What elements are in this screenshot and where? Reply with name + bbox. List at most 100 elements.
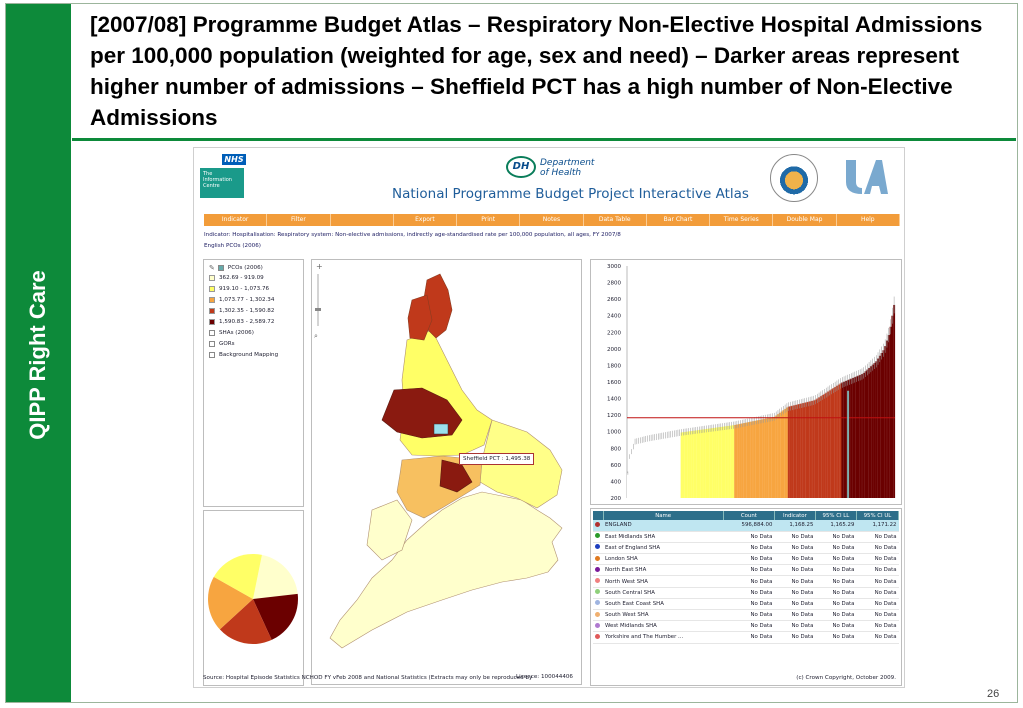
legend-class-label: 1,073.77 - 1,302.34	[219, 297, 275, 303]
pencil-icon[interactable]: ✎	[209, 264, 215, 272]
table-row-marker	[593, 553, 603, 566]
chart-bar	[678, 432, 681, 498]
cell-indicator: No Data	[774, 542, 816, 555]
cell-count: No Data	[723, 598, 775, 611]
table-row[interactable]: East Midlands SHA No Data No Data No Data No…	[593, 531, 899, 543]
cell-ul: No Data	[856, 631, 899, 644]
chart-bar	[662, 435, 665, 498]
table-row[interactable]: North West SHA No Data No Data No Data No Da…	[593, 575, 899, 588]
menu-item-time-series[interactable]: Time Series	[710, 214, 774, 226]
table-row[interactable]: East of England SHA No Data No Data No Data…	[593, 542, 899, 555]
legend-class-row[interactable]: 1,590.83 - 2,589.72	[209, 319, 274, 325]
chart-bar	[778, 412, 781, 498]
legend-layer-row[interactable]: Background Mapping	[209, 352, 278, 358]
title-box: [2007/08] Programme Budget Atlas – Respi…	[72, 4, 1016, 141]
chart-bar	[707, 428, 710, 498]
layer-checkbox[interactable]	[209, 341, 215, 347]
cell-name: West Midlands SHA	[603, 620, 724, 633]
chart-bar	[635, 441, 638, 498]
table-row[interactable]: South West SHA No Data No Data No Data No Da…	[593, 609, 899, 622]
chart-bar	[664, 435, 667, 498]
chart-bar	[660, 435, 663, 498]
chart-bar	[877, 358, 880, 498]
cell-ll: No Data	[815, 620, 857, 633]
chart-bar	[721, 426, 724, 498]
cell-name: East Midlands SHA	[603, 531, 724, 543]
chart-bar	[727, 425, 729, 498]
menu-item-print[interactable]: Print	[457, 214, 521, 226]
chart-bar	[700, 429, 703, 498]
chart-bar	[893, 304, 896, 498]
area-color-dot-icon	[595, 555, 600, 561]
legend-class-row[interactable]: 1,302.35 - 1,590.82	[209, 308, 274, 314]
cell-name: South West SHA	[603, 609, 724, 622]
layer-checkbox[interactable]	[209, 352, 215, 358]
zoom-control[interactable]: + ⌕	[314, 262, 323, 340]
table-header-95-ci-ul[interactable]: 95% CI UL	[856, 511, 900, 520]
dh-text-line1: Department	[540, 158, 595, 168]
chart-bar	[853, 377, 856, 498]
legend-class-row[interactable]: 919.10 - 1,073.76	[209, 286, 269, 292]
table-header-indicator[interactable]: Indicator	[774, 511, 816, 520]
chart-bar	[862, 372, 865, 498]
y-tick-label: 600	[611, 463, 622, 469]
legend-layer-row[interactable]: SHAs (2006)	[209, 330, 254, 336]
cell-ul: No Data	[856, 587, 899, 599]
chart-bar	[843, 381, 846, 498]
chart-bar	[777, 414, 779, 498]
legend-layer-label: PCOs (2006)	[227, 265, 263, 271]
menu-item-indicator[interactable]: Indicator	[204, 214, 268, 226]
y-tick-label: 1000	[607, 430, 621, 436]
table-row[interactable]: West Midlands SHA No Data No Data No Data No…	[593, 620, 899, 633]
table-header-name[interactable]: Name	[603, 511, 724, 520]
table-row-marker	[593, 609, 603, 622]
chart-bar	[812, 400, 815, 498]
table-row[interactable]: ENGLAND 596,884.00 1,168.25 1,165.29 1,171.2…	[593, 520, 899, 532]
chart-bar	[787, 406, 790, 498]
cell-ul: 1,171.22	[856, 520, 899, 532]
chart-bar	[687, 431, 690, 498]
menu-item-help[interactable]: Help	[837, 214, 900, 226]
legend-swatch	[209, 319, 215, 325]
chart-bar	[789, 406, 792, 498]
chart-bar	[886, 340, 888, 498]
cell-ul: No Data	[856, 575, 899, 588]
table-row-marker	[593, 564, 603, 577]
chart-bar	[709, 428, 712, 498]
legend-layer-row[interactable]: GORs	[209, 341, 235, 347]
chart-bar	[723, 426, 726, 498]
menu-item-data-table[interactable]: Data Table	[584, 214, 647, 226]
cell-name: ENGLAND	[603, 520, 724, 532]
chart-bar	[791, 405, 794, 498]
chart-bar	[819, 396, 822, 498]
chart-bar	[698, 429, 701, 498]
table-header-95-ci-ll[interactable]: 95% CI LL	[815, 511, 857, 520]
menu-item-filter[interactable]: Filter	[267, 214, 331, 226]
area-color-dot-icon	[595, 589, 600, 595]
area-color-dot-icon	[595, 611, 600, 617]
chart-bar	[889, 326, 892, 498]
side-bar	[6, 4, 71, 702]
table-row-marker	[593, 542, 603, 555]
chart-bar	[811, 400, 813, 498]
menu-item-notes[interactable]: Notes	[520, 214, 584, 226]
menu-item-bar-chart[interactable]: Bar Chart	[647, 214, 711, 226]
layer-checkbox[interactable]	[209, 330, 215, 336]
y-tick-label: 200	[611, 496, 622, 502]
menu-item-export[interactable]: Export	[394, 214, 458, 226]
table-row[interactable]: South Central SHA No Data No Data No Data No…	[593, 587, 899, 599]
table-row[interactable]: London SHA No Data No Data No Data No Data	[593, 553, 899, 566]
menu-item-double-map[interactable]: Double Map	[773, 214, 837, 226]
table-row[interactable]: North East SHA No Data No Data No Data No Da…	[593, 564, 899, 577]
legend-class-row[interactable]: 1,073.77 - 1,302.34	[209, 297, 274, 303]
legend-class-row[interactable]: 362.69 - 919.09	[209, 275, 264, 281]
table-header-count[interactable]: Count	[723, 511, 775, 520]
pco-layer-checkbox[interactable]	[217, 265, 224, 271]
table-row[interactable]: South East Coast SHA No Data No Data No Dat…	[593, 598, 899, 611]
chart-bar	[696, 430, 699, 498]
zoom-slider-handle	[315, 308, 321, 311]
legend-layer-pcos[interactable]: ✎ PCOs (2006)	[209, 264, 263, 272]
zoom-in-icon: +	[316, 262, 323, 271]
ncho-logo	[770, 154, 818, 202]
table-row[interactable]: Yorkshire and The Humber ... No Data No Da…	[593, 631, 899, 644]
